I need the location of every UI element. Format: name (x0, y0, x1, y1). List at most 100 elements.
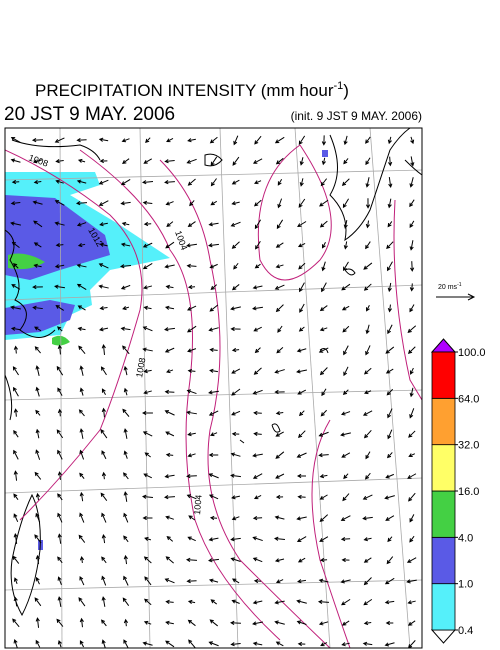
wind-arrow (209, 619, 219, 627)
wind-arrow (55, 179, 64, 184)
wind-arrow (35, 492, 41, 501)
wind-arrow (208, 452, 219, 458)
wind-arrow (79, 428, 84, 439)
wind-arrow (142, 242, 153, 248)
wind-arrow (385, 620, 394, 626)
wind-arrow (386, 556, 394, 565)
wind-arrow (76, 138, 87, 143)
wind-arrow (274, 284, 285, 290)
wind-arrow (388, 156, 393, 167)
wind-arrow (143, 390, 152, 395)
wind-arrow (35, 449, 41, 460)
wind-vectors (10, 135, 417, 648)
wind-arrow (101, 388, 106, 396)
wind-arrow (57, 471, 62, 480)
wind-arrow (208, 473, 219, 479)
wind-arrow (231, 495, 241, 500)
wind-arrow (387, 429, 393, 440)
wind-arrow (386, 241, 394, 250)
wind-arrow (98, 263, 109, 269)
wind-arrow (123, 365, 128, 376)
wind-arrow (10, 221, 21, 226)
wind-arrow (230, 452, 241, 457)
wind-arrow (343, 158, 349, 165)
wind-arrow (231, 179, 240, 185)
wind-arrow (144, 536, 152, 541)
wind-arrow (253, 431, 262, 437)
wind-arrow (165, 515, 174, 520)
wind-arrow (362, 410, 373, 416)
wind-arrow (386, 388, 394, 396)
wind-arrow (57, 576, 62, 585)
wind-arrow (298, 326, 305, 332)
colorbar: 0.4 1.0 4.0 16.0 32.0 64.0 100.0 (430, 338, 486, 644)
wind-arrow (275, 264, 284, 269)
wind-arrow (13, 513, 19, 523)
wind-arrow (187, 305, 197, 311)
wind-arrow (100, 366, 107, 376)
wind-arrow (318, 578, 329, 583)
wind-arrow (387, 221, 393, 228)
wind-arrow (208, 327, 219, 332)
vector-reference-text: 20 ms (438, 284, 458, 291)
wind-arrow (78, 597, 86, 607)
wind-arrow (363, 367, 372, 375)
wind-arrow (186, 263, 197, 268)
wind-arrow (57, 344, 62, 355)
wind-arrow (410, 156, 415, 167)
wind-arrow (252, 285, 263, 290)
wind-arrow (57, 533, 62, 544)
wind-arrow (254, 347, 261, 354)
wind-arrow (77, 243, 86, 248)
wind-arrow (187, 536, 196, 542)
wind-arrow (187, 432, 196, 437)
wind-arrow (120, 326, 131, 331)
wind-arrow (165, 640, 175, 648)
wind-arrow (230, 306, 241, 311)
wind-arrow (407, 473, 417, 479)
wind-arrow (230, 642, 241, 647)
wind-arrow (209, 515, 218, 521)
wind-arrow (99, 242, 108, 247)
colorbar-label: 4.0 (458, 532, 473, 544)
wind-arrow (100, 429, 108, 439)
wind-arrow (320, 178, 328, 187)
wind-arrow (275, 473, 285, 479)
wind-arrow (275, 494, 284, 500)
wind-arrow (298, 135, 306, 145)
wind-arrow (143, 221, 152, 227)
wind-arrow (122, 408, 130, 417)
wind-arrow (252, 641, 263, 646)
wind-arrow (406, 557, 417, 563)
wind-arrow (343, 135, 348, 146)
wind-arrow (299, 178, 304, 187)
wind-arrow (321, 157, 326, 166)
wind-arrow (363, 283, 372, 291)
coastlines (5, 128, 422, 617)
wind-arrow (54, 221, 65, 226)
wind-arrow (78, 409, 85, 417)
colorbar-under (430, 629, 457, 644)
wind-arrow (11, 284, 21, 290)
wind-arrow (252, 621, 264, 626)
wind-arrow (363, 620, 372, 626)
wind-arrow (54, 137, 65, 143)
wind-arrow (343, 345, 349, 356)
wind-arrow (340, 536, 351, 542)
wind-arrow (79, 640, 85, 648)
wind-arrow (299, 282, 305, 293)
wind-arrow (165, 431, 175, 437)
wind-arrow (318, 621, 329, 626)
isobar-label: 1004 (192, 494, 204, 515)
wind-arrow (35, 576, 40, 585)
wind-arrow (254, 180, 262, 185)
wind-arrow (297, 389, 307, 395)
wind-arrow (210, 599, 218, 605)
wind-arrow (318, 431, 329, 437)
wind-arrow (123, 428, 128, 439)
wind-arrow (101, 639, 106, 648)
wind-arrow (142, 515, 153, 521)
wind-arrow (210, 178, 217, 187)
wind-arrow (77, 158, 86, 163)
